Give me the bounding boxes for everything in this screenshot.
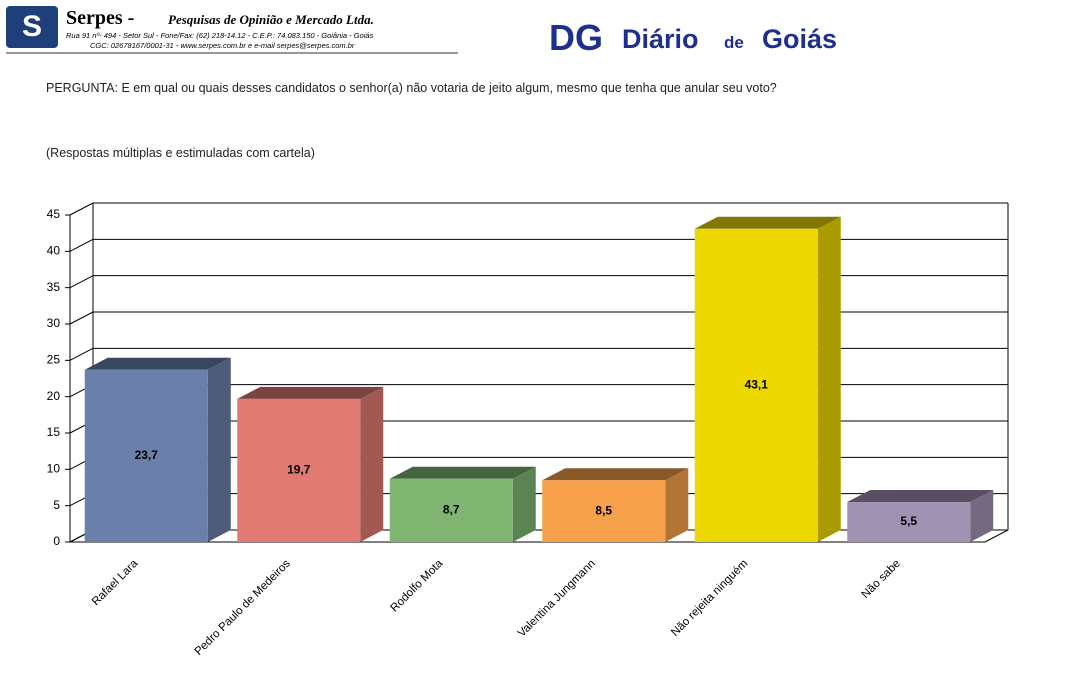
bar-side bbox=[665, 468, 689, 542]
y-tick-label: 35 bbox=[47, 280, 61, 294]
y-tick-label: 5 bbox=[53, 498, 60, 512]
partner-name: Diário bbox=[622, 24, 699, 54]
company-registry: CGC: 02678167/0001-31 - www.serpes.com.b… bbox=[90, 41, 355, 50]
serpes-logo bbox=[6, 6, 58, 48]
y-tick-label: 30 bbox=[47, 316, 61, 330]
partner-connector: de bbox=[724, 33, 744, 52]
bar bbox=[84, 369, 208, 542]
bar-top bbox=[237, 386, 384, 399]
bar bbox=[847, 502, 971, 542]
value-label: 23,7 bbox=[135, 448, 159, 462]
value-label: 8,5 bbox=[595, 503, 612, 517]
subtitle: (Respostas múltiplas e estimuladas com c… bbox=[46, 146, 315, 160]
x-tick-label: Valentina Jungmann bbox=[516, 558, 598, 640]
serpes-logo-glyph: S bbox=[22, 10, 42, 43]
x-tick-label: Não sabe bbox=[860, 558, 903, 601]
bar-top bbox=[847, 490, 994, 503]
bar-top bbox=[84, 357, 231, 370]
bar-side bbox=[817, 216, 841, 542]
company-address: Rua 91 nº- 494 - Setor Sul - Fone/Fax: (… bbox=[66, 31, 374, 40]
x-tick-label: Rodolfo Mota bbox=[389, 557, 446, 614]
bar-top bbox=[542, 468, 689, 481]
y-tick-label: 25 bbox=[47, 353, 61, 367]
bar-side bbox=[360, 386, 384, 542]
partner-place: Goiás bbox=[762, 24, 837, 54]
bar-top bbox=[389, 466, 536, 479]
y-tick-label: 0 bbox=[53, 534, 60, 548]
x-tick-label: Não rejeita ninguém bbox=[669, 558, 750, 639]
grid-diagonal bbox=[69, 311, 94, 325]
company-name: Serpes - bbox=[66, 7, 134, 29]
bar-side bbox=[512, 466, 536, 542]
grid-diagonal bbox=[69, 275, 94, 289]
company-tagline: Pesquisas de Opinião e Mercado Ltda. bbox=[168, 12, 374, 27]
y-tick-label: 20 bbox=[47, 389, 61, 403]
value-label: 43,1 bbox=[745, 378, 769, 392]
x-tick-label: Pedro Paulo de Medeiros bbox=[193, 557, 293, 657]
grid-diagonal bbox=[69, 202, 94, 216]
value-label: 8,7 bbox=[443, 503, 460, 517]
bar-top bbox=[694, 216, 841, 229]
partner-mark: DG bbox=[549, 17, 603, 58]
bar-side bbox=[207, 357, 231, 542]
grid-diagonal bbox=[69, 238, 94, 252]
x-tick-label: Rafael Lara bbox=[90, 557, 141, 608]
bar bbox=[694, 228, 818, 542]
y-tick-label: 40 bbox=[47, 244, 61, 258]
y-tick-label: 15 bbox=[47, 425, 61, 439]
bar bbox=[389, 478, 513, 542]
bar bbox=[237, 398, 361, 542]
bar-side bbox=[970, 490, 994, 542]
bar bbox=[542, 480, 666, 542]
value-label: 19,7 bbox=[287, 463, 311, 477]
y-tick-label: 45 bbox=[47, 207, 61, 221]
question: PERGUNTA: E em qual ou quais desses cand… bbox=[46, 81, 777, 95]
y-tick-label: 10 bbox=[47, 462, 61, 476]
grid-diagonal bbox=[69, 347, 94, 361]
value-label: 5,5 bbox=[900, 514, 917, 528]
